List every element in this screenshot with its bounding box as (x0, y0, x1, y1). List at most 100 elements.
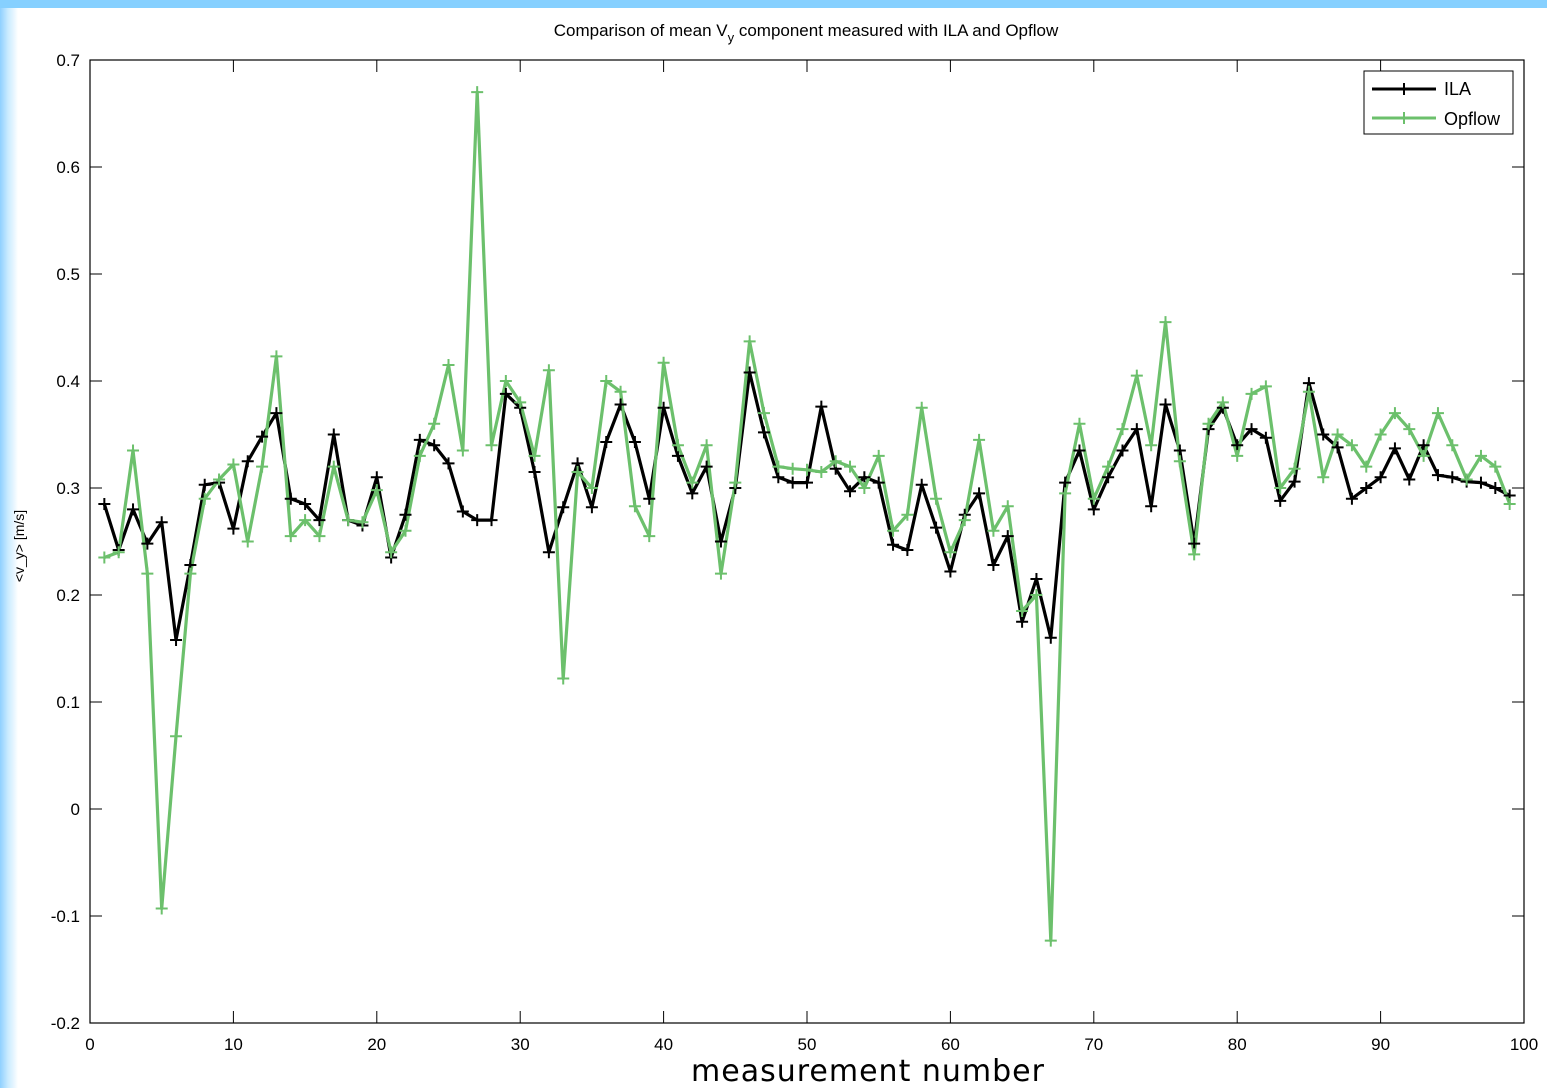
point-ila (170, 633, 183, 646)
y-tick-label: 0.3 (56, 479, 80, 498)
point-opflow (571, 465, 584, 478)
point-opflow (700, 439, 713, 452)
point-opflow (1030, 589, 1043, 601)
point-ila (987, 559, 1000, 572)
point-opflow (1388, 407, 1401, 420)
point-opflow (413, 449, 426, 462)
x-tick-label: 20 (367, 1035, 386, 1054)
point-opflow (1417, 449, 1430, 462)
point-opflow (1446, 439, 1459, 452)
y-tick-label: -0.2 (51, 1014, 80, 1033)
point-opflow (643, 530, 656, 543)
point-opflow (671, 439, 684, 452)
point-opflow (1274, 482, 1287, 494)
point-ila (714, 535, 727, 548)
y-tick-label: 0.7 (56, 51, 80, 70)
point-ila (643, 492, 656, 505)
y-tick-label: -0.1 (51, 907, 80, 926)
point-ila (327, 428, 340, 441)
point-opflow (915, 401, 928, 414)
point-opflow (1474, 449, 1487, 462)
point-opflow (600, 375, 613, 387)
point-opflow (227, 458, 240, 471)
point-ila (1374, 471, 1387, 484)
point-opflow (557, 672, 570, 685)
point-opflow (198, 492, 211, 505)
point-opflow (614, 385, 627, 398)
x-tick-label: 10 (224, 1035, 243, 1054)
point-ila (1001, 530, 1014, 543)
point-opflow (757, 407, 770, 420)
point-ila (1489, 482, 1502, 494)
point-opflow (1116, 423, 1129, 436)
point-opflow (585, 482, 598, 494)
x-tick-label: 90 (1371, 1035, 1390, 1054)
point-opflow (872, 449, 885, 462)
x-tick-label: 50 (798, 1035, 817, 1054)
point-opflow (743, 335, 756, 348)
point-opflow (686, 476, 699, 489)
point-ila (485, 514, 498, 527)
point-opflow (815, 465, 828, 478)
point-ila (1073, 444, 1086, 457)
point-opflow (514, 396, 527, 409)
point-ila (198, 478, 211, 491)
point-opflow (887, 524, 900, 537)
point-opflow (1360, 460, 1373, 473)
point-opflow (112, 546, 125, 559)
point-opflow (385, 546, 398, 559)
y-tick-label: 0 (71, 800, 80, 819)
point-ila (370, 471, 383, 484)
point-ila (127, 503, 140, 516)
point-ila (901, 544, 914, 557)
point-opflow (801, 463, 813, 476)
point-opflow (313, 530, 326, 543)
point-opflow (772, 460, 785, 473)
point-opflow (1130, 369, 1143, 382)
point-opflow (786, 462, 799, 475)
point-opflow (1302, 385, 1315, 398)
point-ila (1474, 476, 1487, 489)
chart-title-rest: component measured with ILA and Opflow (734, 21, 1059, 40)
plot-area (90, 60, 1524, 1023)
point-ila (786, 476, 799, 489)
point-ila (844, 485, 857, 498)
point-ila (284, 492, 297, 505)
point-ila (270, 407, 283, 420)
point-ila (413, 433, 426, 446)
x-tick-label: 60 (941, 1035, 960, 1054)
point-opflow (98, 551, 111, 564)
point-ila (528, 465, 541, 478)
point-ila (428, 439, 441, 452)
point-ila (1159, 398, 1172, 411)
point-ila (1345, 492, 1358, 505)
point-opflow (127, 444, 140, 457)
point-opflow (1231, 449, 1244, 462)
series-markers (98, 86, 1516, 947)
point-opflow (958, 514, 971, 527)
point-ila (1259, 431, 1272, 444)
x-tick-label: 100 (1510, 1035, 1538, 1054)
point-opflow (327, 460, 340, 473)
point-ila (442, 457, 455, 470)
point-opflow (1245, 387, 1258, 400)
point-opflow (829, 455, 842, 468)
point-opflow (1073, 417, 1086, 430)
chart-title: Comparison of mean Vy component measured… (554, 21, 1059, 45)
point-opflow (1331, 428, 1344, 441)
point-ila (499, 387, 512, 400)
point-ila (757, 426, 770, 439)
point-opflow (987, 524, 1000, 537)
point-ila (1231, 439, 1244, 452)
point-opflow (270, 350, 283, 363)
point-opflow (1345, 439, 1358, 452)
point-opflow (1374, 428, 1387, 441)
point-opflow (442, 358, 455, 371)
legend-ila-marker (1398, 83, 1410, 95)
point-ila (1116, 444, 1129, 457)
point-opflow (342, 514, 355, 527)
y-tick-label: 0.1 (56, 693, 80, 712)
point-ila (700, 460, 713, 473)
point-ila (772, 471, 785, 484)
